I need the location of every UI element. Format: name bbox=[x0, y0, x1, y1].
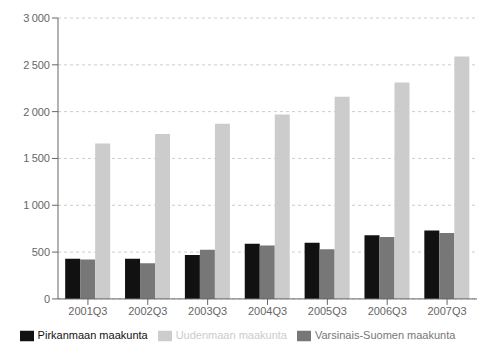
svg-text:1 500: 1 500 bbox=[23, 152, 50, 164]
svg-text:500: 500 bbox=[32, 246, 50, 258]
html-text:Uudenmaan maakunta: Uudenmaan maakunta bbox=[175, 328, 287, 341]
svg-text:2002Q3: 2002Q3 bbox=[128, 305, 167, 317]
html-text:Varsinais-Suomen maakunta: Varsinais-Suomen maakunta bbox=[315, 328, 456, 341]
svg-text:2006Q3: 2006Q3 bbox=[368, 305, 407, 317]
svg-text:2005Q3: 2005Q3 bbox=[308, 305, 347, 317]
svg-text:0: 0 bbox=[44, 293, 50, 305]
svg-text:2001Q3: 2001Q3 bbox=[68, 305, 107, 317]
svg-text:1 000: 1 000 bbox=[23, 199, 50, 211]
svg-text:2003Q3: 2003Q3 bbox=[188, 305, 227, 317]
svg-text:2 000: 2 000 bbox=[23, 106, 50, 118]
svg-text:3 000: 3 000 bbox=[23, 12, 50, 24]
html-text:Pirkanmaan maakunta: Pirkanmaan maakunta bbox=[37, 328, 148, 341]
svg-text:2007Q3: 2007Q3 bbox=[427, 305, 466, 317]
svg-text:2004Q3: 2004Q3 bbox=[248, 305, 287, 317]
svg-text:2 500: 2 500 bbox=[23, 59, 50, 71]
